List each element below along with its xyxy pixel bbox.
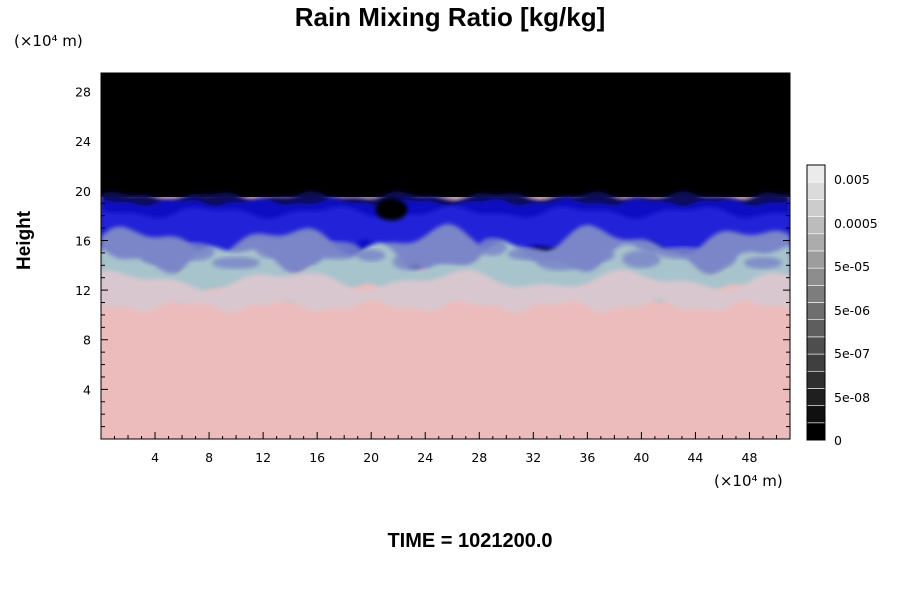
time-annotation: TIME = 1021200.0 xyxy=(387,530,553,552)
colorbar-label: 5e-08 xyxy=(834,390,870,405)
x-axis-unit: (×10⁴ m) xyxy=(714,472,783,490)
y-tick-label: 16 xyxy=(75,233,91,248)
x-tick-label: 12 xyxy=(255,450,271,465)
y-tick-label: 8 xyxy=(83,333,91,348)
colorbar: 0.005 0.0005 5e-05 5e-06 5e-07 5e-08 0 xyxy=(806,164,878,448)
y-tick-label: 4 xyxy=(83,382,91,397)
eddy xyxy=(507,248,546,261)
eddy xyxy=(536,252,585,271)
heatmap-field xyxy=(101,73,790,439)
colorbar-label: 5e-05 xyxy=(834,259,870,274)
colorbar-level xyxy=(806,422,826,441)
colorbar-level xyxy=(806,370,826,389)
eddy xyxy=(428,251,477,264)
colorbar-level xyxy=(806,216,826,235)
colorbar-level xyxy=(806,353,826,372)
y-tick-label: 12 xyxy=(75,283,91,298)
eddy xyxy=(255,240,284,259)
colorbar-level xyxy=(806,181,826,200)
y-tick-label: 20 xyxy=(75,184,91,199)
colorbar-level xyxy=(806,285,826,303)
x-tick-label: 8 xyxy=(205,450,213,465)
colorbar-label: 0.0005 xyxy=(834,216,878,231)
colorbar-label: 0.005 xyxy=(834,172,870,187)
eddy xyxy=(708,248,737,267)
colorbar-level xyxy=(806,233,826,252)
layer-dry-top xyxy=(101,73,790,198)
eddy xyxy=(141,251,170,264)
eddy xyxy=(212,256,261,269)
colorbar-level xyxy=(806,164,826,183)
colorbar-label: 5e-07 xyxy=(834,346,870,361)
x-tick-label: 40 xyxy=(633,450,649,465)
x-tick-label: 48 xyxy=(742,450,758,465)
y-axis-unit: (×10⁴ m) xyxy=(14,32,83,50)
eddy xyxy=(176,242,215,261)
plot-frame xyxy=(100,72,791,440)
eddy xyxy=(622,250,661,269)
layer-light-pink xyxy=(101,269,790,313)
chart-title: Rain Mixing Ratio [kg/kg] xyxy=(294,2,606,32)
eddy xyxy=(313,241,362,260)
colorbar-level xyxy=(806,405,826,424)
x-tick-label: 16 xyxy=(309,450,325,465)
colorbar-frame xyxy=(806,164,826,441)
x-tick-label: 4 xyxy=(151,450,159,465)
eddy xyxy=(743,256,782,269)
x-tick-label: 24 xyxy=(417,450,433,465)
colorbar-level xyxy=(806,336,826,355)
colorbar-level xyxy=(806,388,826,406)
eddy xyxy=(478,237,507,256)
colorbar-level xyxy=(806,302,826,320)
colorbar-level xyxy=(806,267,826,286)
eddy xyxy=(392,252,431,271)
eddy xyxy=(357,249,386,262)
dark-blob xyxy=(375,198,408,221)
x-tick-label: 36 xyxy=(579,450,595,465)
colorbar-level xyxy=(806,250,826,269)
x-tick-label: 44 xyxy=(687,450,703,465)
y-tick-label: 28 xyxy=(75,85,91,100)
x-tick-label: 32 xyxy=(525,450,541,465)
eddy xyxy=(657,246,706,259)
eddy xyxy=(586,249,615,262)
colorbar-label: 5e-06 xyxy=(834,303,870,318)
eddy xyxy=(284,251,323,264)
colorbar-label: 0 xyxy=(834,433,842,448)
colorbar-level xyxy=(806,319,826,338)
y-tick-label: 24 xyxy=(75,134,91,149)
x-tick-label: 28 xyxy=(471,450,487,465)
x-tick-label: 20 xyxy=(363,450,379,465)
colorbar-level xyxy=(806,199,826,217)
